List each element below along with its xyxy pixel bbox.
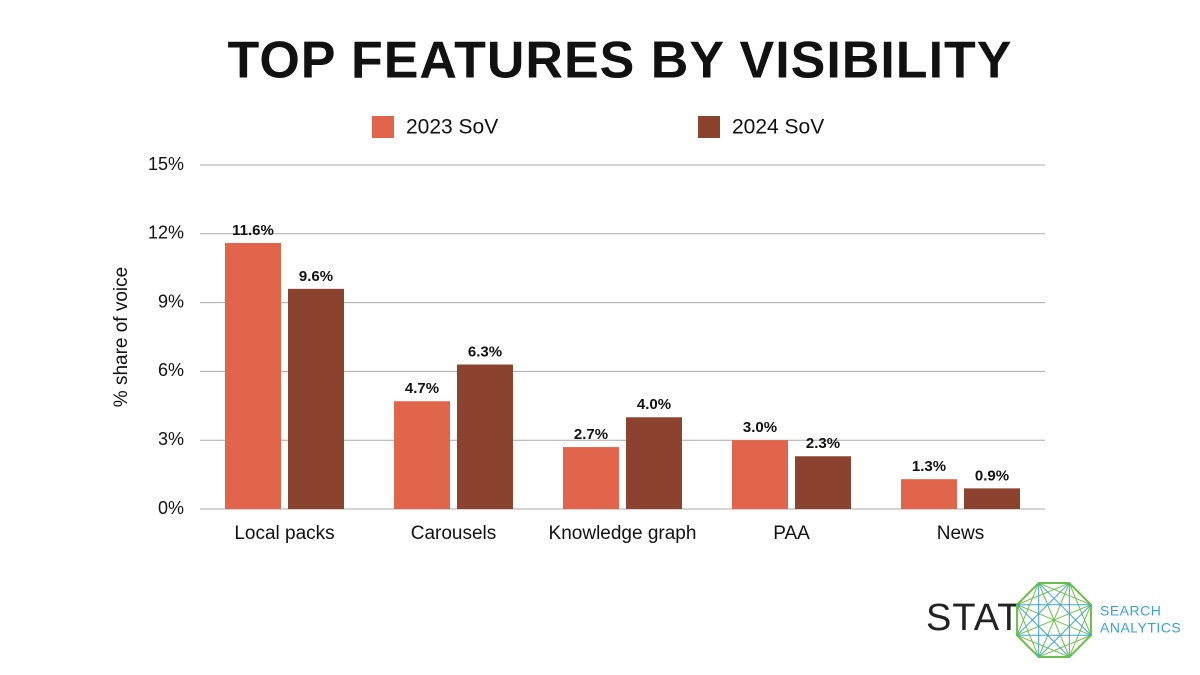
bar xyxy=(732,440,788,509)
x-tick-label: PAA xyxy=(773,523,810,544)
y-tick-label: 0% xyxy=(158,498,184,518)
bar xyxy=(394,401,450,509)
value-label: 4.7% xyxy=(405,380,439,397)
logo-icon xyxy=(1016,604,1070,658)
value-label: 2.3% xyxy=(806,435,840,452)
y-tick-label: 6% xyxy=(158,360,184,380)
bar xyxy=(964,488,1020,509)
x-tick-label: News xyxy=(937,523,985,544)
value-label: 0.9% xyxy=(975,467,1009,484)
y-tick-label: 9% xyxy=(158,291,184,311)
legend-swatch xyxy=(372,116,394,138)
bar xyxy=(563,447,619,509)
bar xyxy=(457,364,513,509)
value-label: 3.0% xyxy=(743,419,777,436)
y-axis-title: % share of voice xyxy=(111,267,132,407)
logo-name: STAT xyxy=(926,597,1021,639)
bar xyxy=(626,417,682,509)
value-label: 6.3% xyxy=(468,343,502,360)
x-tick-label: Carousels xyxy=(411,523,497,544)
logo-icon xyxy=(1016,634,1070,658)
y-tick-label: 3% xyxy=(158,429,184,449)
logo-icon xyxy=(1038,604,1092,658)
legend-label: 2023 SoV xyxy=(406,116,498,139)
value-label: 4.0% xyxy=(637,396,671,413)
chart-title: TOP FEATURES BY VISIBILITY xyxy=(228,32,1013,90)
legend-label: 2024 SoV xyxy=(732,116,824,139)
value-label: 2.7% xyxy=(574,426,608,443)
logo-icon xyxy=(1038,582,1070,658)
bar xyxy=(288,288,344,509)
legend-swatch xyxy=(698,116,720,138)
logo-tagline: SEARCH xyxy=(1100,603,1161,619)
value-label: 1.3% xyxy=(912,458,946,475)
y-tick-label: 12% xyxy=(148,223,184,243)
value-label: 9.6% xyxy=(299,268,333,285)
x-tick-label: Local packs xyxy=(234,523,334,544)
x-tick-label: Knowledge graph xyxy=(549,523,697,544)
bar xyxy=(225,242,281,509)
logo-tagline: ANALYTICS xyxy=(1100,620,1181,636)
bar xyxy=(795,456,851,509)
logo-icon xyxy=(1016,582,1040,636)
bar xyxy=(901,479,957,509)
value-label: 11.6% xyxy=(232,222,274,239)
logo-icon xyxy=(1016,604,1040,658)
y-tick-label: 15% xyxy=(148,154,184,174)
logo-icon xyxy=(1038,582,1092,606)
logo-icon xyxy=(1016,582,1070,636)
logo-icon xyxy=(1038,582,1092,636)
